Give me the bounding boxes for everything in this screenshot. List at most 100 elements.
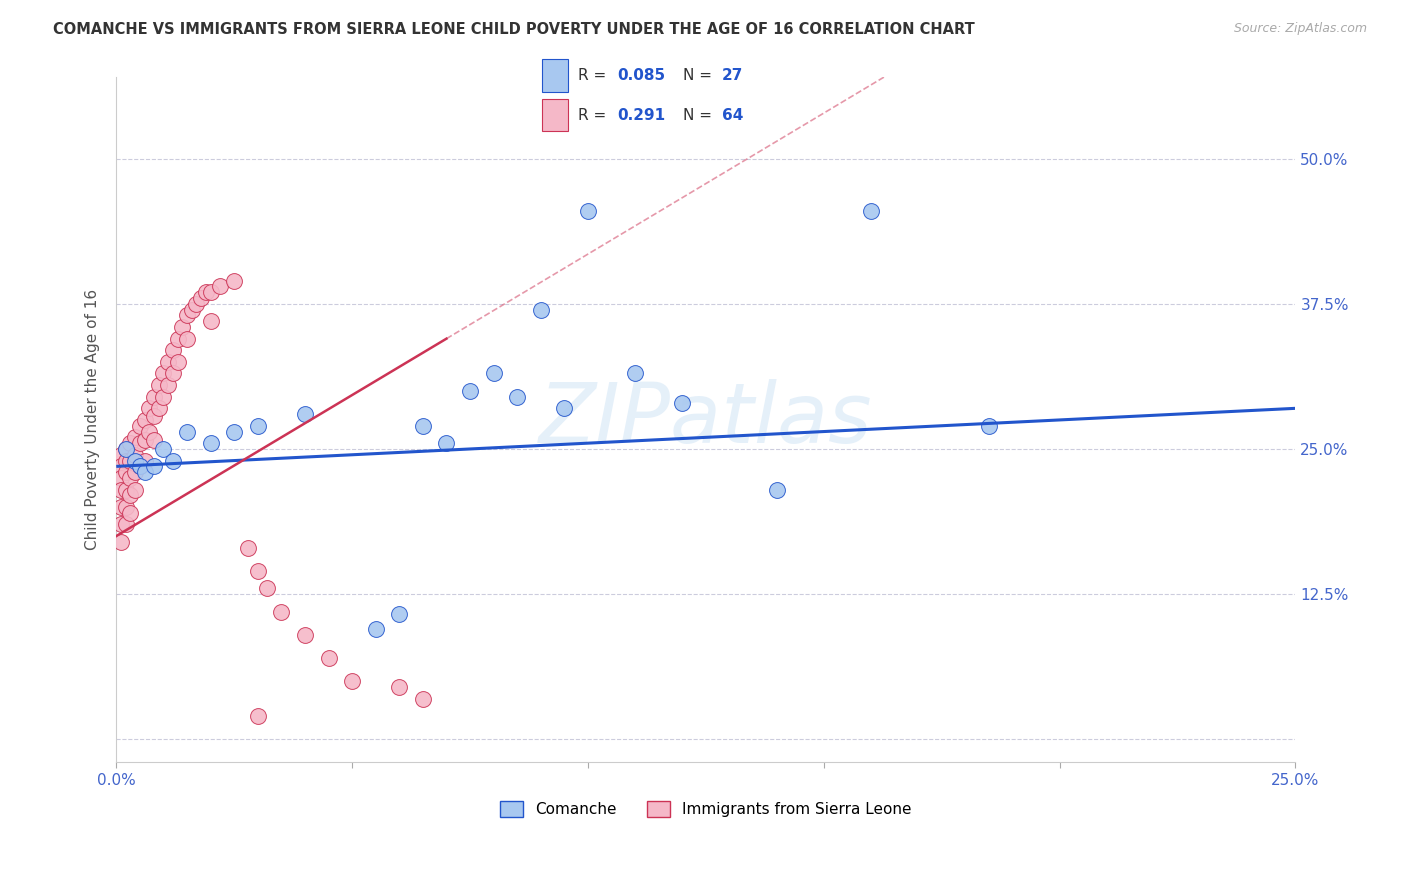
- Point: [209, 279, 232, 293]
- Point: [120, 453, 142, 467]
- Point: [143, 459, 166, 474]
- Text: 64: 64: [721, 108, 742, 123]
- Point: [128, 459, 150, 474]
- Point: [977, 418, 1000, 433]
- Point: [138, 425, 160, 439]
- Point: [134, 413, 156, 427]
- Point: [364, 622, 387, 636]
- Point: [134, 465, 156, 479]
- Point: [180, 302, 202, 317]
- Legend: Comanche, Immigrants from Sierra Leone: Comanche, Immigrants from Sierra Leone: [494, 795, 918, 823]
- Point: [388, 680, 411, 694]
- Point: [114, 517, 136, 532]
- Point: [114, 442, 136, 456]
- Point: [120, 471, 142, 485]
- Point: [128, 436, 150, 450]
- Point: [143, 433, 166, 447]
- Point: [110, 500, 132, 514]
- Point: [128, 459, 150, 474]
- Point: [162, 343, 184, 358]
- Point: [172, 320, 194, 334]
- Point: [388, 607, 411, 621]
- Point: [624, 367, 647, 381]
- Text: 0.085: 0.085: [617, 68, 665, 83]
- Point: [134, 453, 156, 467]
- Point: [114, 453, 136, 467]
- Point: [294, 407, 316, 421]
- Point: [114, 483, 136, 497]
- FancyBboxPatch shape: [543, 99, 568, 131]
- Point: [671, 395, 693, 409]
- Point: [186, 297, 208, 311]
- Point: [576, 203, 599, 218]
- Point: [166, 355, 188, 369]
- Point: [200, 285, 222, 300]
- Point: [190, 291, 212, 305]
- Text: Source: ZipAtlas.com: Source: ZipAtlas.com: [1233, 22, 1367, 36]
- Text: 0.291: 0.291: [617, 108, 665, 123]
- FancyBboxPatch shape: [543, 60, 568, 92]
- Text: 27: 27: [721, 68, 742, 83]
- Point: [114, 465, 136, 479]
- Point: [148, 401, 170, 416]
- Point: [124, 430, 146, 444]
- Point: [246, 709, 269, 723]
- Point: [148, 378, 170, 392]
- Text: COMANCHE VS IMMIGRANTS FROM SIERRA LEONE CHILD POVERTY UNDER THE AGE OF 16 CORRE: COMANCHE VS IMMIGRANTS FROM SIERRA LEONE…: [53, 22, 976, 37]
- Point: [246, 564, 269, 578]
- Point: [553, 401, 575, 416]
- Point: [200, 436, 222, 450]
- Point: [256, 582, 278, 596]
- Point: [143, 409, 166, 424]
- Point: [482, 367, 505, 381]
- Text: R =: R =: [578, 68, 612, 83]
- Point: [270, 605, 292, 619]
- Point: [124, 465, 146, 479]
- Point: [124, 448, 146, 462]
- Point: [138, 401, 160, 416]
- Point: [162, 367, 184, 381]
- Point: [765, 483, 787, 497]
- Point: [152, 367, 174, 381]
- Point: [128, 418, 150, 433]
- Point: [114, 442, 136, 456]
- Point: [506, 390, 529, 404]
- Point: [120, 436, 142, 450]
- Point: [176, 309, 198, 323]
- Point: [458, 384, 481, 398]
- Point: [318, 651, 340, 665]
- Point: [224, 274, 246, 288]
- Point: [246, 418, 269, 433]
- Text: R =: R =: [578, 108, 612, 123]
- Point: [340, 674, 363, 689]
- Point: [143, 390, 166, 404]
- Point: [176, 332, 198, 346]
- Point: [114, 500, 136, 514]
- Point: [110, 483, 132, 497]
- Point: [176, 425, 198, 439]
- Text: N =: N =: [682, 108, 717, 123]
- Point: [110, 517, 132, 532]
- Point: [166, 332, 188, 346]
- Point: [412, 691, 434, 706]
- Point: [436, 436, 458, 450]
- Point: [859, 203, 882, 218]
- Point: [110, 448, 132, 462]
- Point: [294, 628, 316, 642]
- Point: [194, 285, 217, 300]
- Point: [224, 425, 246, 439]
- Point: [238, 541, 260, 555]
- Point: [110, 471, 132, 485]
- Y-axis label: Child Poverty Under the Age of 16: Child Poverty Under the Age of 16: [86, 289, 100, 550]
- Point: [120, 488, 142, 502]
- Point: [162, 453, 184, 467]
- Point: [530, 302, 553, 317]
- Point: [157, 355, 180, 369]
- Point: [124, 453, 146, 467]
- Point: [152, 390, 174, 404]
- Point: [134, 433, 156, 447]
- Point: [200, 314, 222, 328]
- Point: [157, 378, 180, 392]
- Text: ZIPatlas: ZIPatlas: [538, 379, 873, 460]
- Point: [110, 459, 132, 474]
